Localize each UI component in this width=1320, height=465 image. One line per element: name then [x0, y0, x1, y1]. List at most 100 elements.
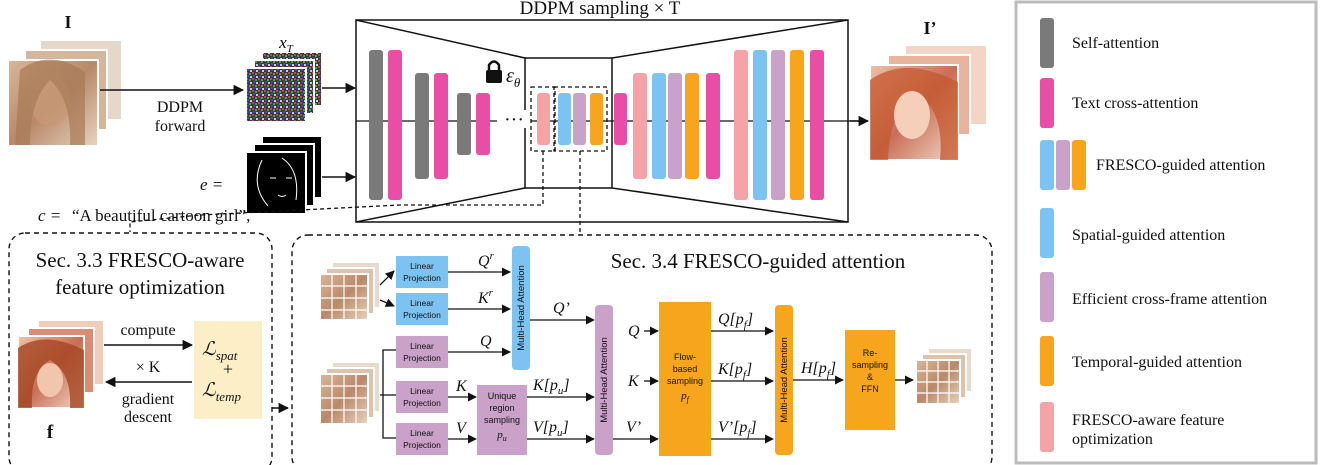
h-pf-label: H[pf]: [800, 360, 836, 380]
sec33-panel: [8, 232, 273, 465]
block-spatial: [558, 93, 571, 145]
linear-projection-v: Linear Projection: [396, 423, 448, 455]
block-self-attn: [415, 73, 429, 179]
svg-text:Linear: Linear: [410, 341, 434, 351]
linear-projection-q-ref: Linear Projection: [396, 256, 448, 288]
v-label: V: [456, 420, 468, 437]
spatial-mha-label: Multi-Head Attention: [516, 265, 527, 351]
resampling-ffn: Re- sampling & FFN: [845, 330, 895, 430]
spatial-mha: [512, 246, 530, 370]
svg-text:Linear: Linear: [410, 298, 434, 308]
legend-swatch-text: [1040, 78, 1054, 128]
lock-icon: [486, 60, 502, 83]
branch-input: [380, 349, 396, 439]
block-self-attn: [369, 50, 383, 200]
legend-label-spatial: Spatial-guided attention: [1072, 227, 1225, 244]
k-pf-label: K[pf]: [717, 361, 752, 381]
descent-label: descent: [124, 409, 173, 426]
crossframe-mha-label: Multi-Head Attention: [599, 337, 610, 423]
arrow-ref-to-lp1: [379, 270, 395, 286]
legend-swatch-fresco-spatial: [1040, 140, 1054, 190]
flow-based-sampling: Flow- based sampling pf: [659, 302, 711, 456]
svg-text:Linear: Linear: [410, 386, 434, 396]
e-label: e =: [200, 175, 223, 194]
output-video-frames: [869, 44, 988, 161]
block-crossframe: [573, 93, 586, 145]
temporal-mha-label: Multi-Head Attention: [779, 337, 790, 423]
block-temporal: [790, 50, 804, 200]
sampling-title: DDPM sampling × T: [520, 0, 681, 19]
v-pu-label: V[pu]: [533, 419, 569, 439]
legend-panel: [1014, 0, 1318, 465]
ddpm-forward-label-2: forward: [155, 118, 206, 135]
connector-to-sec33: [129, 151, 544, 232]
noisy-latent-frames: [245, 51, 323, 123]
svg-text:sampling: sampling: [484, 415, 520, 425]
sec33-title-2: feature optimization: [55, 275, 225, 299]
block-feature-opt: [537, 93, 550, 145]
loss-spat: ℒspat: [202, 339, 238, 363]
crossframe-mha: [595, 305, 613, 455]
block-text-attn: [614, 93, 627, 145]
q-label: Q: [480, 333, 492, 350]
vp-pf-label: V’[pf]: [718, 419, 757, 439]
block-feature-opt: [633, 73, 647, 179]
legend-label-fresco: FRESCO-guided attention: [1096, 157, 1265, 174]
output-frames-grid: [915, 347, 973, 405]
block-text-attn: [810, 50, 824, 200]
ellipsis: ···: [504, 109, 524, 131]
unique-region-sampling: Unique region sampling pu: [477, 385, 527, 455]
svg-text:region: region: [489, 403, 514, 413]
svg-text:Re-: Re-: [863, 348, 878, 358]
f-label: f: [47, 422, 54, 443]
kr-label: Kr: [477, 287, 494, 307]
legend-label-crossframe: Efficient cross-frame attention: [1072, 291, 1267, 308]
edge-map-frames: [245, 135, 323, 215]
legend-label-featopt: FRESCO-aware feature: [1072, 412, 1224, 429]
block-self-attn: [457, 93, 471, 155]
k-label: K: [455, 378, 468, 395]
legend-swatch-fresco-temporal: [1072, 140, 1086, 190]
sec33-title-1: Sec. 3.3 FRESCO-aware: [36, 248, 245, 272]
svg-text:pf: pf: [680, 390, 691, 404]
block-temporal: [590, 93, 603, 145]
input-frames-grid: [319, 361, 381, 425]
legend-swatch-spatial: [1040, 208, 1054, 258]
svg-text:Projection: Projection: [403, 273, 441, 283]
svg-text:based: based: [673, 364, 698, 374]
xt-label: xT: [278, 33, 294, 55]
q-prime-label: Q’: [553, 300, 570, 317]
legend-label-text: Text cross-attention: [1072, 95, 1198, 112]
legend-swatch-crossframe: [1040, 272, 1054, 322]
svg-text:Projection: Projection: [403, 353, 441, 363]
legend-swatch-fresco-cross: [1056, 140, 1070, 190]
linear-projection-k-ref: Linear Projection: [396, 293, 448, 325]
block-text-attn: [388, 50, 402, 200]
svg-text:Unique: Unique: [488, 391, 517, 401]
block-text-attn: [434, 73, 448, 179]
linear-projection-q: Linear Projection: [396, 336, 448, 368]
svg-text:Linear: Linear: [410, 261, 434, 271]
v-prime-label: V’: [626, 419, 641, 436]
legend-swatch-featopt: [1040, 402, 1054, 452]
svg-text:Flow-: Flow-: [674, 352, 696, 362]
qr-label: Qr: [478, 250, 495, 270]
svg-text:Projection: Projection: [403, 398, 441, 408]
block-crossframe: [668, 73, 682, 179]
svg-text:sampling: sampling: [667, 376, 703, 386]
times-k-label: × K: [136, 359, 161, 376]
epsilon-theta: εθ: [506, 65, 521, 90]
ddpm-forward-label: DDPM: [157, 99, 203, 116]
block-feature-opt: [734, 50, 748, 200]
linear-projection-k: Linear Projection: [396, 381, 448, 413]
unet-blocks: [369, 50, 824, 200]
legend-swatch-temporal: [1040, 336, 1054, 386]
k-label-2: K: [627, 373, 640, 390]
legend-label-temporal: Temporal-guided attention: [1072, 354, 1242, 371]
legend-swatch-self: [1040, 18, 1054, 68]
svg-text:Linear: Linear: [410, 428, 434, 438]
sec34-panel: [291, 234, 993, 465]
c-prompt-text: “A beautiful cartoon girl”,: [72, 206, 250, 225]
block-spatial: [753, 50, 767, 200]
